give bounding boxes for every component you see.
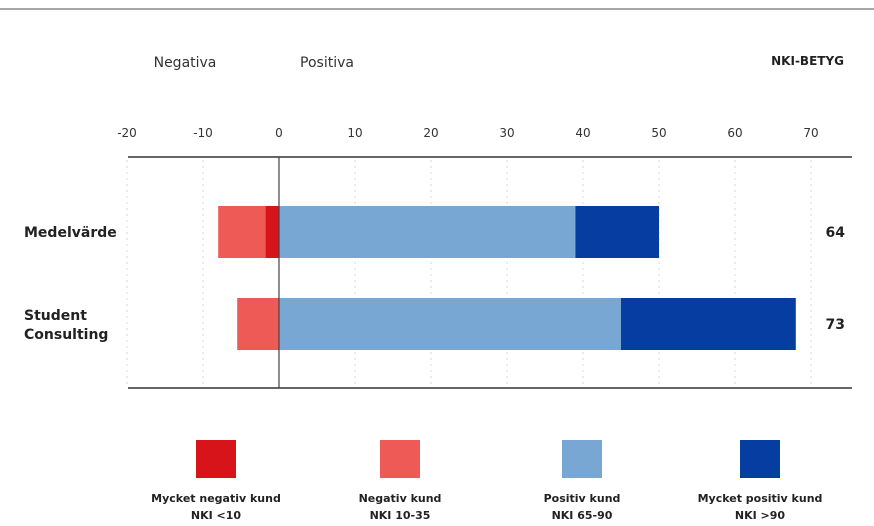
x-axis-ticks: -20 -10 0 10 20 30 40 50 60 70 bbox=[117, 126, 818, 140]
x-tick-label: 50 bbox=[651, 126, 666, 140]
x-tick-label: 70 bbox=[803, 126, 818, 140]
legend-label: Mycket positiv kund bbox=[698, 492, 823, 505]
x-tick-label: 40 bbox=[575, 126, 590, 140]
gridlines bbox=[126, 160, 812, 386]
category-label: Student bbox=[24, 308, 87, 324]
legend-sublabel: NKI <10 bbox=[191, 509, 242, 522]
bars bbox=[218, 206, 796, 350]
bar-segment bbox=[279, 206, 576, 258]
legend-swatch bbox=[380, 440, 420, 478]
legend-sublabel: NKI 10-35 bbox=[370, 509, 431, 522]
legend-swatch bbox=[740, 440, 780, 478]
legend-sublabel: NKI >90 bbox=[735, 509, 786, 522]
x-tick-label: 0 bbox=[275, 126, 283, 140]
x-tick-label: 10 bbox=[347, 126, 362, 140]
nki-score: 64 bbox=[826, 225, 846, 241]
bar-segment bbox=[575, 206, 659, 258]
nki-score: 73 bbox=[826, 317, 845, 333]
category-label: Consulting bbox=[24, 327, 108, 343]
category-label: Medelvärde bbox=[24, 225, 117, 241]
x-tick-label: -10 bbox=[193, 126, 213, 140]
legend-swatch bbox=[196, 440, 236, 478]
score-labels: 64 73 bbox=[826, 225, 846, 333]
legend: Mycket negativ kund NKI <10 Negativ kund NK… bbox=[151, 440, 822, 522]
bar-segment bbox=[237, 298, 279, 350]
negative-header: Negativa bbox=[154, 55, 217, 71]
legend-label: Mycket negativ kund bbox=[151, 492, 281, 505]
legend-sublabel: NKI 65-90 bbox=[552, 509, 613, 522]
legend-label: Positiv kund bbox=[544, 492, 621, 505]
legend-swatch bbox=[562, 440, 602, 478]
category-labels: Medelvärde Student Consulting bbox=[24, 225, 117, 343]
bar-segment bbox=[621, 298, 796, 350]
score-header: NKI-BETYG bbox=[771, 54, 844, 68]
legend-label: Negativ kund bbox=[359, 492, 442, 505]
positive-header: Positiva bbox=[300, 55, 354, 71]
bar-segment bbox=[218, 206, 266, 258]
x-tick-label: 30 bbox=[499, 126, 514, 140]
x-tick-label: 60 bbox=[727, 126, 742, 140]
bar-segment bbox=[265, 206, 279, 258]
bar-segment bbox=[279, 298, 621, 350]
x-tick-label: 20 bbox=[423, 126, 438, 140]
x-tick-label: -20 bbox=[117, 126, 137, 140]
